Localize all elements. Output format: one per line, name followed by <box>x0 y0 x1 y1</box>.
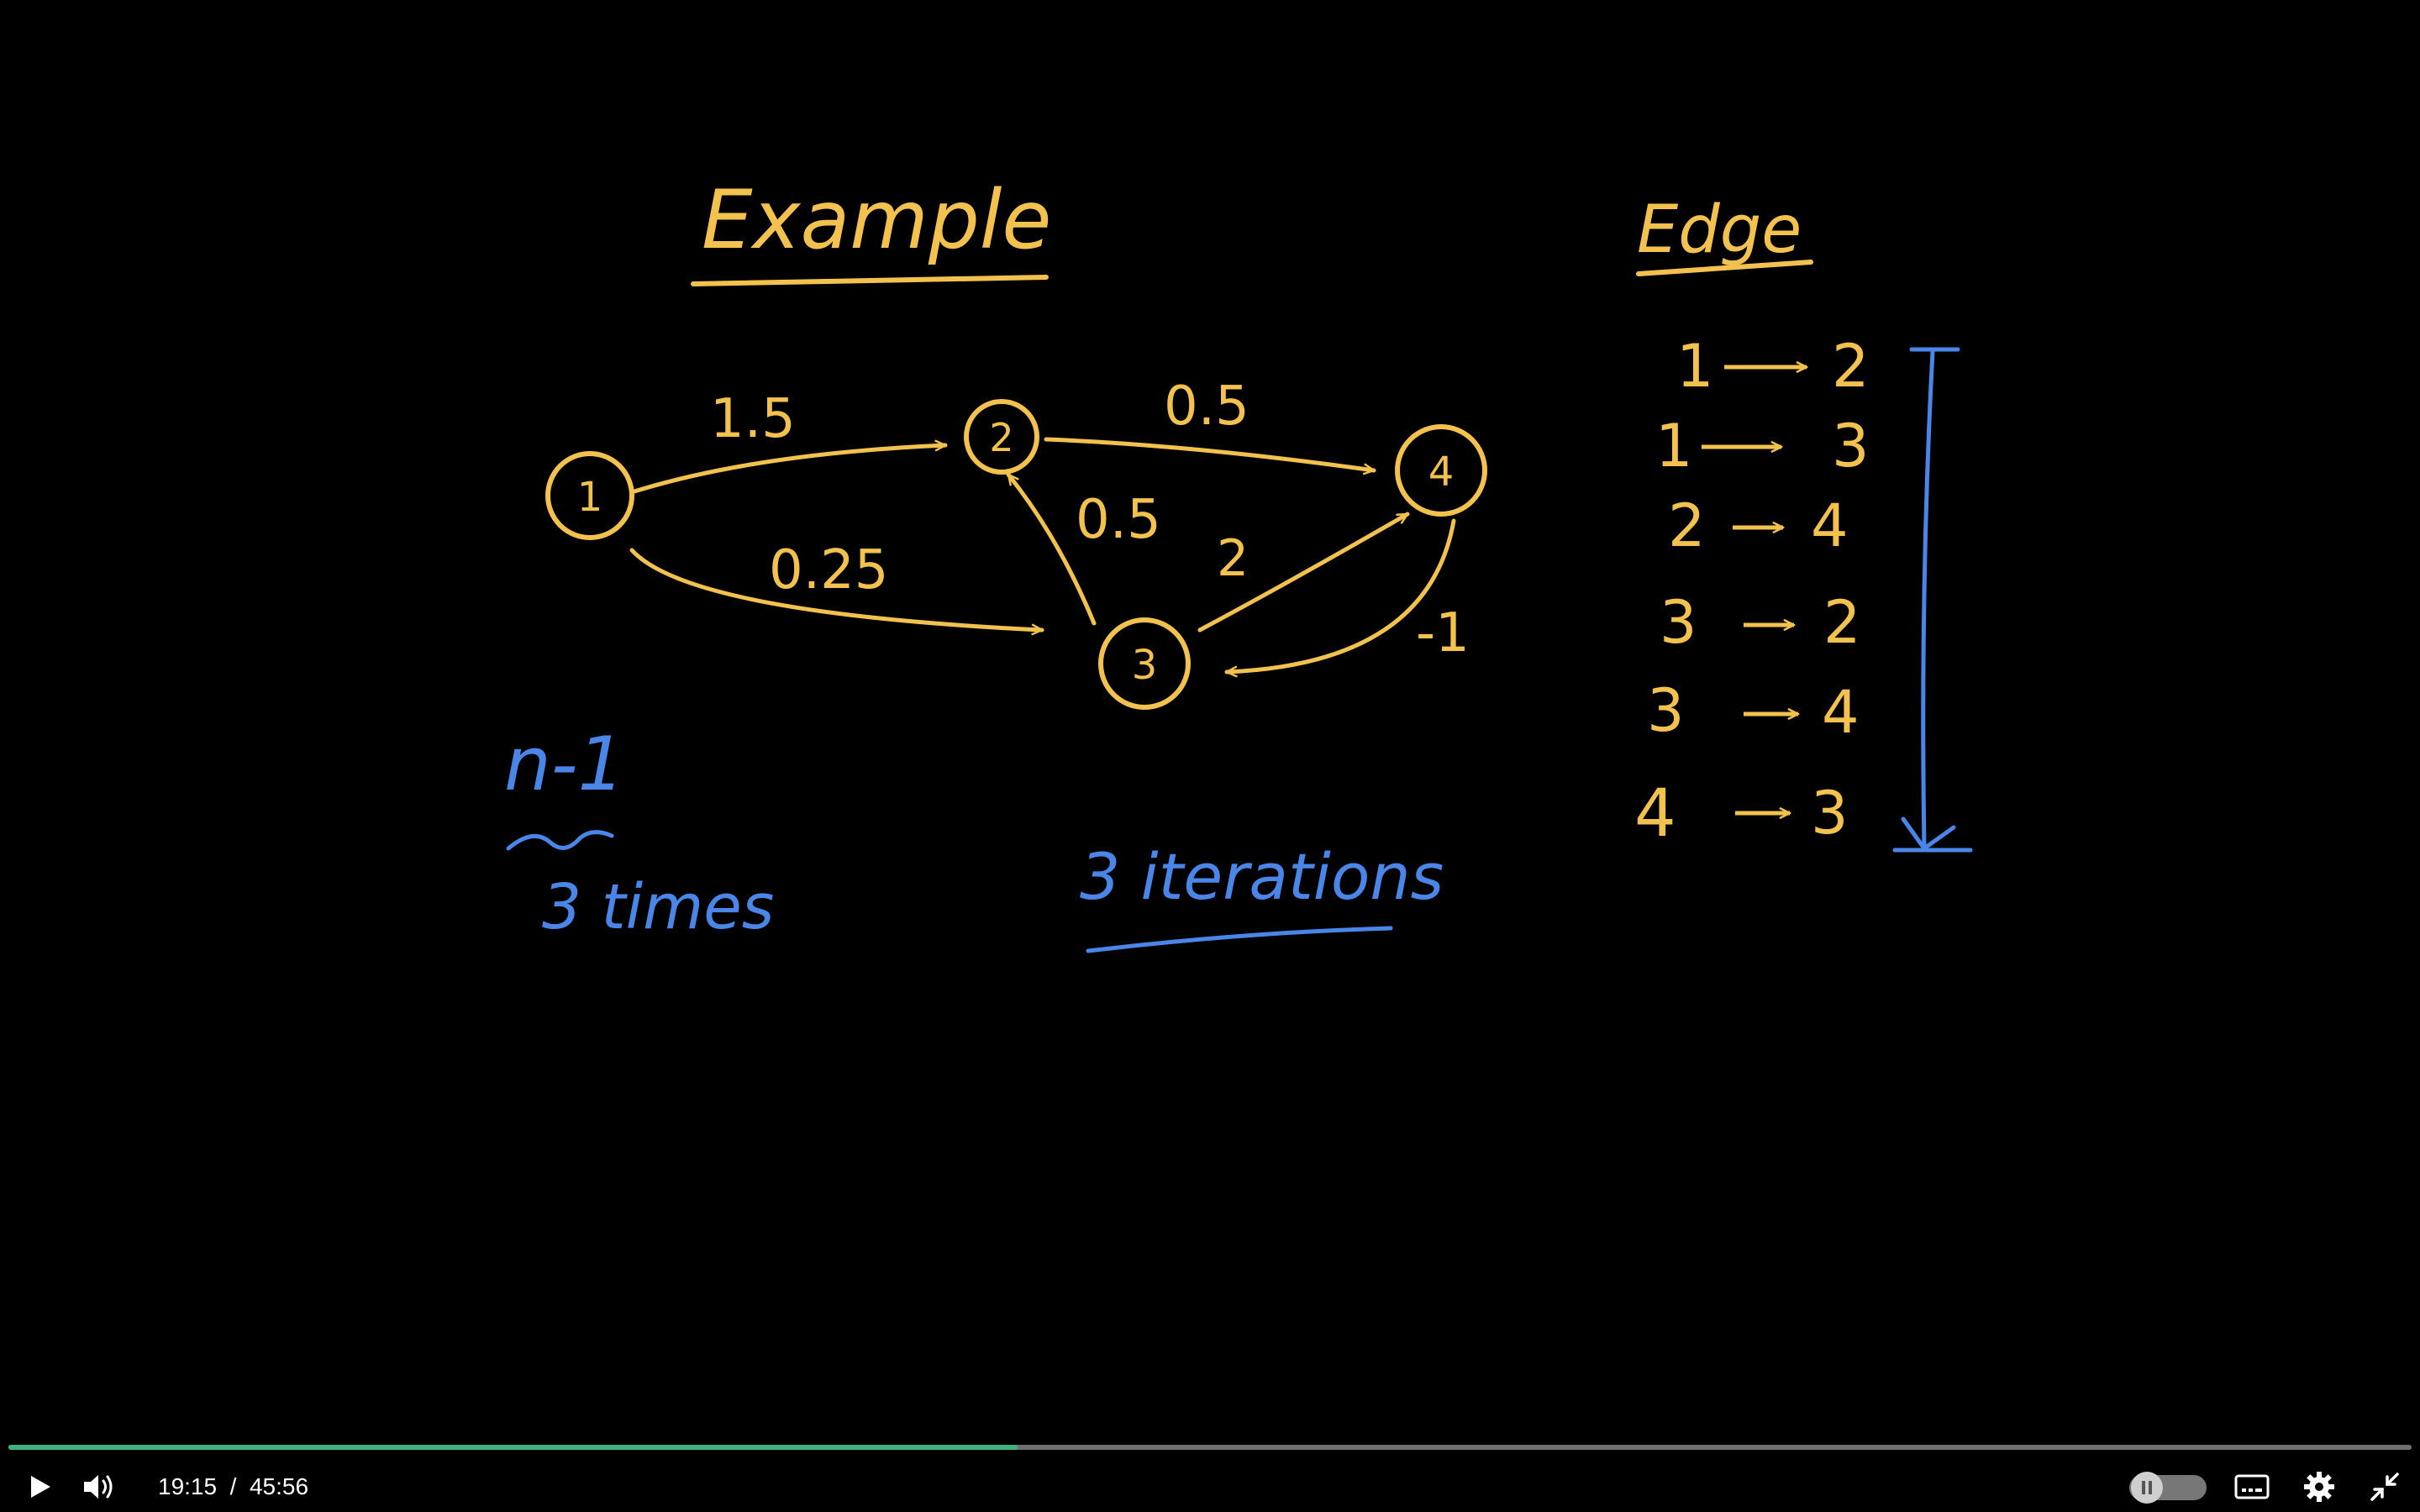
order-bracket-arrow <box>1892 347 1973 853</box>
title-example: Example <box>702 173 1051 267</box>
edge-list-row: 2 4 <box>1668 491 1849 560</box>
edge-4-3 <box>1224 518 1456 672</box>
gear-icon <box>2304 1472 2334 1502</box>
node-3-label: 3 <box>1132 642 1158 689</box>
video-frame[interactable]: Example Edge 1 2 3 4 1.5 0.2 <box>0 0 2420 1443</box>
node-2-circle <box>964 399 1039 475</box>
speed-toggle-icon <box>2131 1472 2163 1504</box>
progress-fill <box>8 1445 1018 1450</box>
weight-2-4: 0.5 <box>1164 375 1249 438</box>
whiteboard-canvas: Example Edge 1 2 3 4 1.5 0.2 <box>504 173 1973 953</box>
volume-button[interactable] <box>81 1468 118 1505</box>
edge-list-row: 4 3 <box>1634 776 1849 852</box>
speed-toggle[interactable] <box>2129 1472 2207 1504</box>
edge-header: Edge <box>1637 192 1802 268</box>
node-1-label: 1 <box>577 474 603 521</box>
note-times: 3 times <box>542 871 774 943</box>
node-1-circle <box>545 451 634 540</box>
edge-row-1-to: 2 <box>1832 332 1870 401</box>
note-iterations: 3 iterations <box>1080 839 1444 914</box>
progress-bar[interactable] <box>8 1445 2412 1450</box>
edge-row-2-from: 1 <box>1655 412 1693 480</box>
edge-row-5-to: 4 <box>1822 678 1860 747</box>
volume-icon <box>84 1475 113 1499</box>
weight-1-2: 1.5 <box>710 388 796 450</box>
graph-nodes: 1 2 3 4 <box>545 399 1487 710</box>
edge-list-row: 1 3 <box>1655 412 1870 480</box>
edge-1-3 <box>629 548 1044 630</box>
captions-button[interactable] <box>2233 1468 2270 1505</box>
exit-fullscreen-icon <box>2370 1473 2399 1501</box>
edge-1-2 <box>632 445 948 494</box>
play-button[interactable] <box>22 1468 59 1505</box>
edge-row-3-to: 4 <box>1811 491 1849 560</box>
node-4-circle <box>1395 424 1487 517</box>
edge-3-2 <box>1006 472 1097 626</box>
edge-header-underline <box>1636 260 1813 276</box>
edge-row-4-from: 3 <box>1660 588 1697 657</box>
current-time: 19:15 <box>158 1473 218 1499</box>
edge-2-4 <box>1044 437 1376 470</box>
time-separator: / <box>229 1473 237 1499</box>
weight-4-3: -1 <box>1416 602 1470 664</box>
player-controls: 19:15 / 45:56 <box>0 1443 2420 1512</box>
title-underline <box>691 275 1049 286</box>
edge-row-4-to: 2 <box>1823 588 1861 657</box>
edge-row-5-from: 3 <box>1647 676 1685 745</box>
edge-row-1-from: 1 <box>1676 332 1714 401</box>
edge-list-row: 1 2 <box>1676 332 1870 401</box>
edge-row-2-to: 3 <box>1832 412 1870 480</box>
graph-edges <box>629 437 1456 672</box>
settings-button[interactable] <box>2301 1468 2338 1505</box>
weight-1-3: 0.25 <box>769 539 889 601</box>
edge-list-row: 3 4 <box>1647 676 1860 747</box>
blue-notes: n-1 3 times 3 iterations <box>504 721 1444 953</box>
iterations-underline <box>1086 926 1393 953</box>
edge-row-6-from: 4 <box>1634 776 1676 852</box>
edge-list-row: 3 2 <box>1660 588 1861 657</box>
time-display: 19:15 / 45:56 <box>158 1468 308 1505</box>
edge-list: 1 2 1 3 2 4 3 2 3 4 <box>1634 332 1870 852</box>
node-2-label: 2 <box>989 415 1013 460</box>
play-icon <box>31 1476 50 1498</box>
edge-3-4 <box>1197 512 1410 633</box>
duration: 45:56 <box>249 1473 309 1499</box>
weight-3-4: 2 <box>1217 529 1249 588</box>
captions-icon <box>2234 1474 2270 1499</box>
edge-row-3-from: 2 <box>1668 491 1706 560</box>
node-3-circle <box>1098 617 1191 710</box>
weight-3-2: 0.5 <box>1076 489 1161 551</box>
edge-row-6-to: 3 <box>1811 779 1849 848</box>
formula-squiggle <box>506 830 614 851</box>
exit-fullscreen-button[interactable] <box>2366 1468 2403 1505</box>
note-formula: n-1 <box>504 721 625 807</box>
edge-weights: 1.5 0.25 0.5 0.5 2 -1 <box>710 375 1470 664</box>
node-4-label: 4 <box>1428 449 1455 496</box>
